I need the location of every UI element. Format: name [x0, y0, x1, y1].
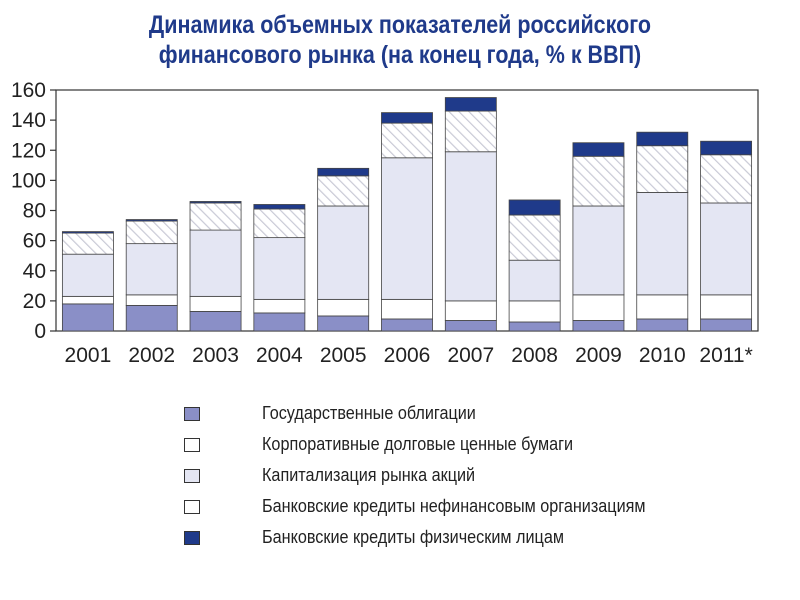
- bar-segment-2006-s0: [381, 318, 433, 332]
- legend-swatch: [184, 530, 200, 545]
- bar-segment-2007-s1: [444, 300, 497, 321]
- chart-title-line-2: финансового рынка (на конец года, % к ВВ…: [158, 41, 642, 69]
- y-tick-label: 80: [23, 200, 46, 223]
- bar-segment-2001-s4: [61, 231, 114, 234]
- x-tick-label: 2005: [320, 344, 367, 367]
- legend-label: Капитализация рынка акций: [262, 465, 476, 485]
- y-tick-label: 160: [11, 79, 46, 102]
- bar-segment-2006-s1: [381, 298, 433, 320]
- chart-title: Динамика объемных показателей российског…: [56, 10, 744, 70]
- bar-segment-2009-s4: [572, 142, 625, 157]
- x-tick-label: 2006: [384, 344, 431, 367]
- legend-swatch: [184, 468, 200, 483]
- bar-segment-2004-s3: [253, 208, 306, 239]
- bar-segment-2011-s2: [700, 202, 753, 296]
- legend-label: Государственные облигации: [262, 403, 476, 423]
- bar-segment-2009-s2: [572, 205, 625, 296]
- bar-segment-2003-s0: [189, 311, 242, 332]
- bar-segment-2005-s0: [317, 315, 370, 332]
- x-tick-label: 2004: [256, 344, 303, 367]
- bar-segment-2007-s2: [444, 151, 497, 302]
- legend-swatch: [184, 499, 200, 514]
- legend-swatch: [184, 406, 200, 421]
- bar-segment-2004-s0: [253, 312, 306, 332]
- x-tick-label: 2010: [639, 344, 686, 367]
- legend-item-market-cap: Капитализация рынка акций: [184, 460, 784, 491]
- chart-title-line-1: Динамика объемных показателей российског…: [148, 11, 652, 39]
- bar-segment-2002-s1: [125, 294, 178, 306]
- bar-segment-2002-s0: [125, 304, 178, 332]
- bar-segment-2006-s3: [381, 122, 433, 159]
- x-tick-label: 2011*: [699, 344, 752, 367]
- bar-segment-2010-s0: [636, 318, 689, 332]
- y-tick-label: 60: [23, 230, 46, 253]
- bar-segment-2010-s4: [636, 131, 689, 147]
- bar-segment-2009-s0: [572, 320, 625, 332]
- legend-label: Банковские кредиты физическим лицам: [262, 527, 564, 547]
- x-tick-label: 2009: [575, 344, 622, 367]
- bar-segment-2009-s1: [572, 294, 625, 321]
- bar-segment-2002-s4: [125, 219, 178, 222]
- bar-segment-2006-s2: [381, 157, 433, 300]
- bar-segment-2006-s4: [381, 112, 433, 124]
- bar-segment-2011-s4: [700, 140, 753, 156]
- legend-item-corp-bonds: Корпоративные долговые ценные бумаги: [184, 429, 784, 460]
- bar-segment-2004-s4: [253, 204, 306, 210]
- bar-segment-2009-s3: [572, 155, 625, 207]
- bar-segment-2005-s2: [317, 205, 370, 300]
- bar-segment-2001-s0: [61, 303, 114, 332]
- bar-segment-2002-s3: [125, 220, 178, 245]
- bar-segment-2010-s2: [636, 192, 689, 296]
- bar-segment-2005-s1: [317, 298, 370, 317]
- legend-swatch: [184, 437, 200, 452]
- bar-segment-2011-s3: [700, 154, 753, 204]
- bar-segment-2004-s2: [253, 237, 306, 300]
- legend-item-gov-bonds: Государственные облигации: [184, 398, 784, 429]
- bar-segment-2004-s1: [253, 298, 306, 314]
- y-tick-label: 40: [23, 260, 46, 283]
- bar-segment-2008-s1: [508, 300, 561, 323]
- bar-segment-2010-s1: [636, 294, 689, 320]
- legend-label: Корпоративные долговые ценные бумаги: [262, 434, 574, 454]
- stacked-bar-chart: 0 20 40 60 80 100 120 140 160 2001 2002 2003 2004 200…: [11, 79, 759, 367]
- x-tick-label: 2003: [192, 344, 239, 367]
- legend-label: Банковские кредиты нефинансовым организа…: [262, 496, 646, 516]
- y-tick-label: 20: [23, 290, 46, 313]
- bar-segment-2002-s2: [125, 243, 178, 296]
- legend-item-retail-loans: Банковские кредиты физическим лицам: [184, 522, 784, 553]
- plot-area: 0 20 40 60 80 100 120 140 160 2001 2002 2003 2004 200…: [11, 79, 759, 367]
- bar-segment-2003-s1: [189, 295, 242, 312]
- bar-segment-2011-s0: [700, 318, 753, 332]
- bar-segment-2008-s0: [508, 321, 561, 332]
- y-tick-label: 100: [11, 169, 46, 192]
- legend-item-corporate-loans: Банковские кредиты нефинансовым организа…: [184, 491, 784, 522]
- bar-segment-2008-s4: [508, 199, 561, 216]
- bar-segment-2005-s4: [317, 167, 370, 177]
- x-tick-label: 2007: [447, 344, 494, 367]
- y-tick-label: 140: [11, 109, 46, 132]
- y-tick-label: 0: [34, 320, 46, 343]
- bar-segment-2001-s3: [61, 232, 114, 255]
- bar-segment-2001-s2: [61, 253, 114, 297]
- bar-segment-2008-s2: [508, 259, 561, 302]
- bar-segment-2007-s0: [444, 320, 497, 332]
- x-tick-label: 2001: [65, 344, 112, 367]
- bar-segment-2001-s1: [61, 295, 114, 305]
- bar-segment-2005-s3: [317, 175, 370, 207]
- bar-segment-2003-s3: [189, 202, 242, 231]
- legend: Государственные облигации Корпоративные …: [184, 398, 784, 553]
- x-tick-label: 2002: [128, 344, 175, 367]
- y-tick-label: 120: [11, 139, 46, 162]
- bar-segment-2007-s4: [444, 97, 497, 112]
- bar-segment-2008-s3: [508, 214, 561, 261]
- bar-segment-2003-s2: [189, 229, 242, 297]
- bar-segment-2003-s4: [189, 201, 242, 204]
- bar-segment-2011-s1: [700, 294, 753, 320]
- bar-segment-2007-s3: [444, 110, 497, 153]
- x-tick-label: 2008: [511, 344, 558, 367]
- bar-segment-2010-s3: [636, 145, 689, 193]
